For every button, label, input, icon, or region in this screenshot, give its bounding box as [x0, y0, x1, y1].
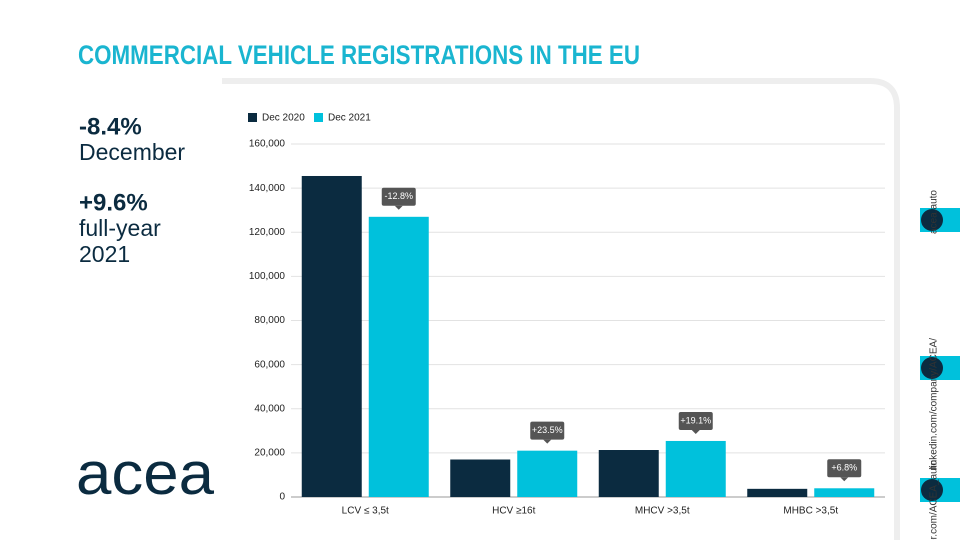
- highlight-figure: -8.4%: [79, 113, 142, 140]
- y-tick-label: 140,000: [249, 183, 286, 194]
- legend-swatch: [314, 113, 323, 122]
- y-tick-label: 20,000: [254, 448, 285, 459]
- x-tick-label: MHBC >3,5t: [783, 506, 838, 517]
- y-tick-label: 0: [279, 492, 285, 503]
- annotation: +23.5%: [532, 425, 563, 435]
- bar: [665, 440, 726, 497]
- annotation-pointer: [840, 477, 849, 482]
- y-tick-label: 160,000: [249, 139, 286, 150]
- linkedin-icon: [921, 357, 943, 379]
- y-tick-label: 100,000: [249, 271, 286, 282]
- frame: [222, 78, 900, 540]
- link: linkedin.com/company/ACEA/: [929, 338, 940, 470]
- y-tick-label: 60,000: [254, 359, 285, 370]
- bar: [450, 459, 511, 497]
- bar: [747, 488, 808, 497]
- legend-label: Dec 2021: [328, 113, 371, 124]
- annotation-box: [530, 421, 565, 440]
- legend-label: Dec 2020: [262, 113, 305, 124]
- web-icon: [921, 209, 943, 231]
- y-tick-label: 120,000: [249, 227, 286, 238]
- y-tick-label: 80,000: [254, 315, 285, 326]
- bar: [368, 216, 429, 497]
- legend-swatch: [248, 113, 257, 122]
- chart-title: COMMERCIAL VEHICLE REGISTRATIONS IN THE …: [78, 40, 640, 70]
- highlight-text: 2021: [79, 241, 130, 267]
- highlight-text: December: [79, 139, 185, 165]
- annotation-box: [381, 187, 416, 206]
- logo: acea: [76, 440, 215, 507]
- annotation-pointer: [543, 439, 552, 444]
- bar: [517, 450, 578, 497]
- bar: [814, 488, 875, 497]
- highlight-figure: +9.6%: [79, 189, 148, 216]
- link: twitter.com/ACEA_auto: [929, 460, 940, 540]
- x-tick-label: MHCV >3,5t: [635, 506, 690, 517]
- annotation: -12.8%: [384, 191, 413, 201]
- x-tick-label: LCV ≤ 3,5t: [342, 506, 389, 517]
- y-tick-label: 40,000: [254, 403, 285, 414]
- bar: [301, 175, 362, 497]
- annotation-pointer: [394, 205, 403, 210]
- annotation: +19.1%: [680, 415, 711, 425]
- bar: [598, 450, 659, 497]
- link: acea.auto: [929, 190, 940, 234]
- annotation: +6.8%: [831, 463, 857, 473]
- annotation-box: [827, 459, 862, 478]
- x-tick-label: HCV ≥16t: [492, 506, 536, 517]
- twitter-icon: [921, 479, 943, 501]
- highlight-text: full-year: [79, 215, 161, 241]
- annotation-pointer: [691, 429, 700, 434]
- annotation-box: [678, 411, 713, 430]
